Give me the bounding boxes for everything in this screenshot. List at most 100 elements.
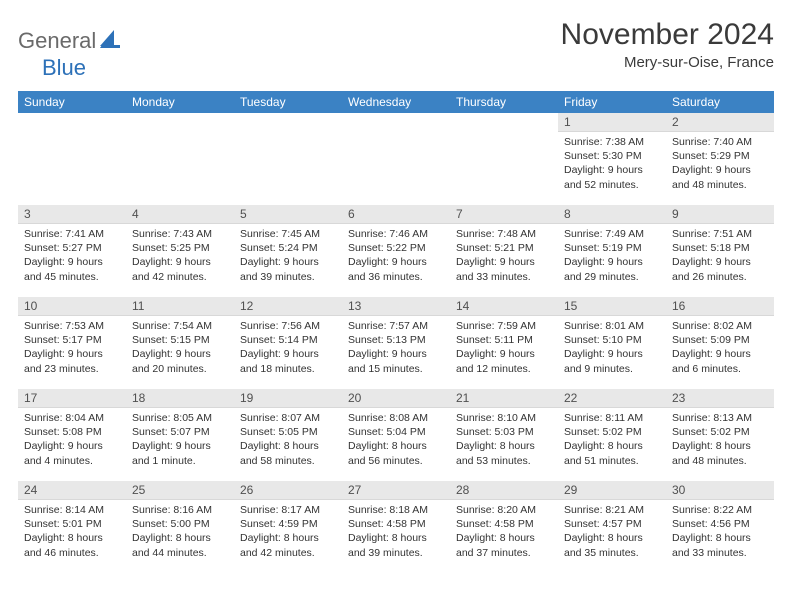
calendar-week-row: 3Sunrise: 7:41 AMSunset: 5:27 PMDaylight…: [18, 205, 774, 297]
day-details: Sunrise: 8:14 AMSunset: 5:01 PMDaylight:…: [18, 500, 126, 564]
daylight-text: Daylight: 8 hours and 33 minutes.: [672, 531, 768, 559]
day-number: 26: [234, 481, 342, 500]
sunrise-text: Sunrise: 7:49 AM: [564, 227, 660, 241]
daylight-text: Daylight: 8 hours and 37 minutes.: [456, 531, 552, 559]
day-number: 25: [126, 481, 234, 500]
sunset-text: Sunset: 5:17 PM: [24, 333, 120, 347]
day-number: 24: [18, 481, 126, 500]
day-details: Sunrise: 8:18 AMSunset: 4:58 PMDaylight:…: [342, 500, 450, 564]
daylight-text: Daylight: 9 hours and 12 minutes.: [456, 347, 552, 375]
daylight-text: Daylight: 9 hours and 20 minutes.: [132, 347, 228, 375]
day-number: 14: [450, 297, 558, 316]
calendar-day-cell: [342, 113, 450, 205]
sunset-text: Sunset: 5:25 PM: [132, 241, 228, 255]
day-number: 6: [342, 205, 450, 224]
calendar-day-cell: 26Sunrise: 8:17 AMSunset: 4:59 PMDayligh…: [234, 481, 342, 573]
brand-part2: Blue: [42, 55, 86, 80]
calendar-day-cell: 29Sunrise: 8:21 AMSunset: 4:57 PMDayligh…: [558, 481, 666, 573]
calendar-day-cell: 9Sunrise: 7:51 AMSunset: 5:18 PMDaylight…: [666, 205, 774, 297]
calendar-day-cell: 23Sunrise: 8:13 AMSunset: 5:02 PMDayligh…: [666, 389, 774, 481]
day-details: Sunrise: 7:51 AMSunset: 5:18 PMDaylight:…: [666, 224, 774, 288]
sunrise-text: Sunrise: 8:07 AM: [240, 411, 336, 425]
location-label: Mery-sur-Oise, France: [561, 54, 774, 71]
day-number: 8: [558, 205, 666, 224]
calendar-day-cell: 16Sunrise: 8:02 AMSunset: 5:09 PMDayligh…: [666, 297, 774, 389]
day-details: Sunrise: 8:22 AMSunset: 4:56 PMDaylight:…: [666, 500, 774, 564]
day-details: Sunrise: 8:01 AMSunset: 5:10 PMDaylight:…: [558, 316, 666, 380]
calendar-day-cell: [450, 113, 558, 205]
calendar-day-cell: 8Sunrise: 7:49 AMSunset: 5:19 PMDaylight…: [558, 205, 666, 297]
daylight-text: Daylight: 9 hours and 26 minutes.: [672, 255, 768, 283]
day-details: Sunrise: 8:04 AMSunset: 5:08 PMDaylight:…: [18, 408, 126, 472]
day-details: Sunrise: 8:10 AMSunset: 5:03 PMDaylight:…: [450, 408, 558, 472]
calendar-day-cell: 11Sunrise: 7:54 AMSunset: 5:15 PMDayligh…: [126, 297, 234, 389]
daylight-text: Daylight: 9 hours and 23 minutes.: [24, 347, 120, 375]
daylight-text: Daylight: 9 hours and 45 minutes.: [24, 255, 120, 283]
sunset-text: Sunset: 5:07 PM: [132, 425, 228, 439]
day-number: 5: [234, 205, 342, 224]
day-details: Sunrise: 8:05 AMSunset: 5:07 PMDaylight:…: [126, 408, 234, 472]
sunrise-text: Sunrise: 8:18 AM: [348, 503, 444, 517]
day-number: 30: [666, 481, 774, 500]
sunrise-text: Sunrise: 7:48 AM: [456, 227, 552, 241]
day-number: 28: [450, 481, 558, 500]
sunset-text: Sunset: 5:05 PM: [240, 425, 336, 439]
daylight-text: Daylight: 8 hours and 39 minutes.: [348, 531, 444, 559]
sunrise-text: Sunrise: 8:01 AM: [564, 319, 660, 333]
day-details: Sunrise: 8:17 AMSunset: 4:59 PMDaylight:…: [234, 500, 342, 564]
calendar-day-cell: 15Sunrise: 8:01 AMSunset: 5:10 PMDayligh…: [558, 297, 666, 389]
sunset-text: Sunset: 5:18 PM: [672, 241, 768, 255]
calendar-day-cell: 3Sunrise: 7:41 AMSunset: 5:27 PMDaylight…: [18, 205, 126, 297]
daylight-text: Daylight: 8 hours and 48 minutes.: [672, 439, 768, 467]
sunset-text: Sunset: 5:08 PM: [24, 425, 120, 439]
day-details: Sunrise: 8:08 AMSunset: 5:04 PMDaylight:…: [342, 408, 450, 472]
daylight-text: Daylight: 9 hours and 18 minutes.: [240, 347, 336, 375]
day-details: Sunrise: 7:57 AMSunset: 5:13 PMDaylight:…: [342, 316, 450, 380]
calendar-day-cell: 7Sunrise: 7:48 AMSunset: 5:21 PMDaylight…: [450, 205, 558, 297]
day-details: Sunrise: 7:54 AMSunset: 5:15 PMDaylight:…: [126, 316, 234, 380]
sunset-text: Sunset: 4:58 PM: [348, 517, 444, 531]
day-details: Sunrise: 7:46 AMSunset: 5:22 PMDaylight:…: [342, 224, 450, 288]
calendar-week-row: 1Sunrise: 7:38 AMSunset: 5:30 PMDaylight…: [18, 113, 774, 205]
calendar-day-cell: 20Sunrise: 8:08 AMSunset: 5:04 PMDayligh…: [342, 389, 450, 481]
sunrise-text: Sunrise: 7:51 AM: [672, 227, 768, 241]
sunrise-text: Sunrise: 7:54 AM: [132, 319, 228, 333]
weekday-header: Friday: [558, 91, 666, 113]
daylight-text: Daylight: 9 hours and 52 minutes.: [564, 163, 660, 191]
day-number: 18: [126, 389, 234, 408]
sunset-text: Sunset: 5:03 PM: [456, 425, 552, 439]
calendar-day-cell: 14Sunrise: 7:59 AMSunset: 5:11 PMDayligh…: [450, 297, 558, 389]
weekday-header: Sunday: [18, 91, 126, 113]
daylight-text: Daylight: 9 hours and 9 minutes.: [564, 347, 660, 375]
sunset-text: Sunset: 5:11 PM: [456, 333, 552, 347]
calendar-page: General November 2024 Mery-sur-Oise, Fra…: [0, 0, 792, 573]
brand-logo: General: [18, 18, 122, 54]
daylight-text: Daylight: 8 hours and 44 minutes.: [132, 531, 228, 559]
sunset-text: Sunset: 5:14 PM: [240, 333, 336, 347]
day-details: Sunrise: 7:41 AMSunset: 5:27 PMDaylight:…: [18, 224, 126, 288]
day-details: Sunrise: 7:59 AMSunset: 5:11 PMDaylight:…: [450, 316, 558, 380]
calendar-day-cell: 30Sunrise: 8:22 AMSunset: 4:56 PMDayligh…: [666, 481, 774, 573]
day-number: 12: [234, 297, 342, 316]
daylight-text: Daylight: 8 hours and 53 minutes.: [456, 439, 552, 467]
weekday-header: Wednesday: [342, 91, 450, 113]
day-number: 4: [126, 205, 234, 224]
sunset-text: Sunset: 5:13 PM: [348, 333, 444, 347]
sunset-text: Sunset: 5:09 PM: [672, 333, 768, 347]
sunset-text: Sunset: 4:58 PM: [456, 517, 552, 531]
day-number: 27: [342, 481, 450, 500]
sunrise-text: Sunrise: 7:57 AM: [348, 319, 444, 333]
day-details: Sunrise: 8:20 AMSunset: 4:58 PMDaylight:…: [450, 500, 558, 564]
sunrise-text: Sunrise: 8:02 AM: [672, 319, 768, 333]
sunrise-text: Sunrise: 7:43 AM: [132, 227, 228, 241]
day-number: 17: [18, 389, 126, 408]
sunset-text: Sunset: 5:15 PM: [132, 333, 228, 347]
weekday-header: Tuesday: [234, 91, 342, 113]
daylight-text: Daylight: 9 hours and 48 minutes.: [672, 163, 768, 191]
month-title: November 2024: [561, 18, 774, 52]
sunset-text: Sunset: 5:01 PM: [24, 517, 120, 531]
sunrise-text: Sunrise: 7:41 AM: [24, 227, 120, 241]
sunset-text: Sunset: 5:00 PM: [132, 517, 228, 531]
sunrise-text: Sunrise: 8:13 AM: [672, 411, 768, 425]
sunset-text: Sunset: 5:19 PM: [564, 241, 660, 255]
